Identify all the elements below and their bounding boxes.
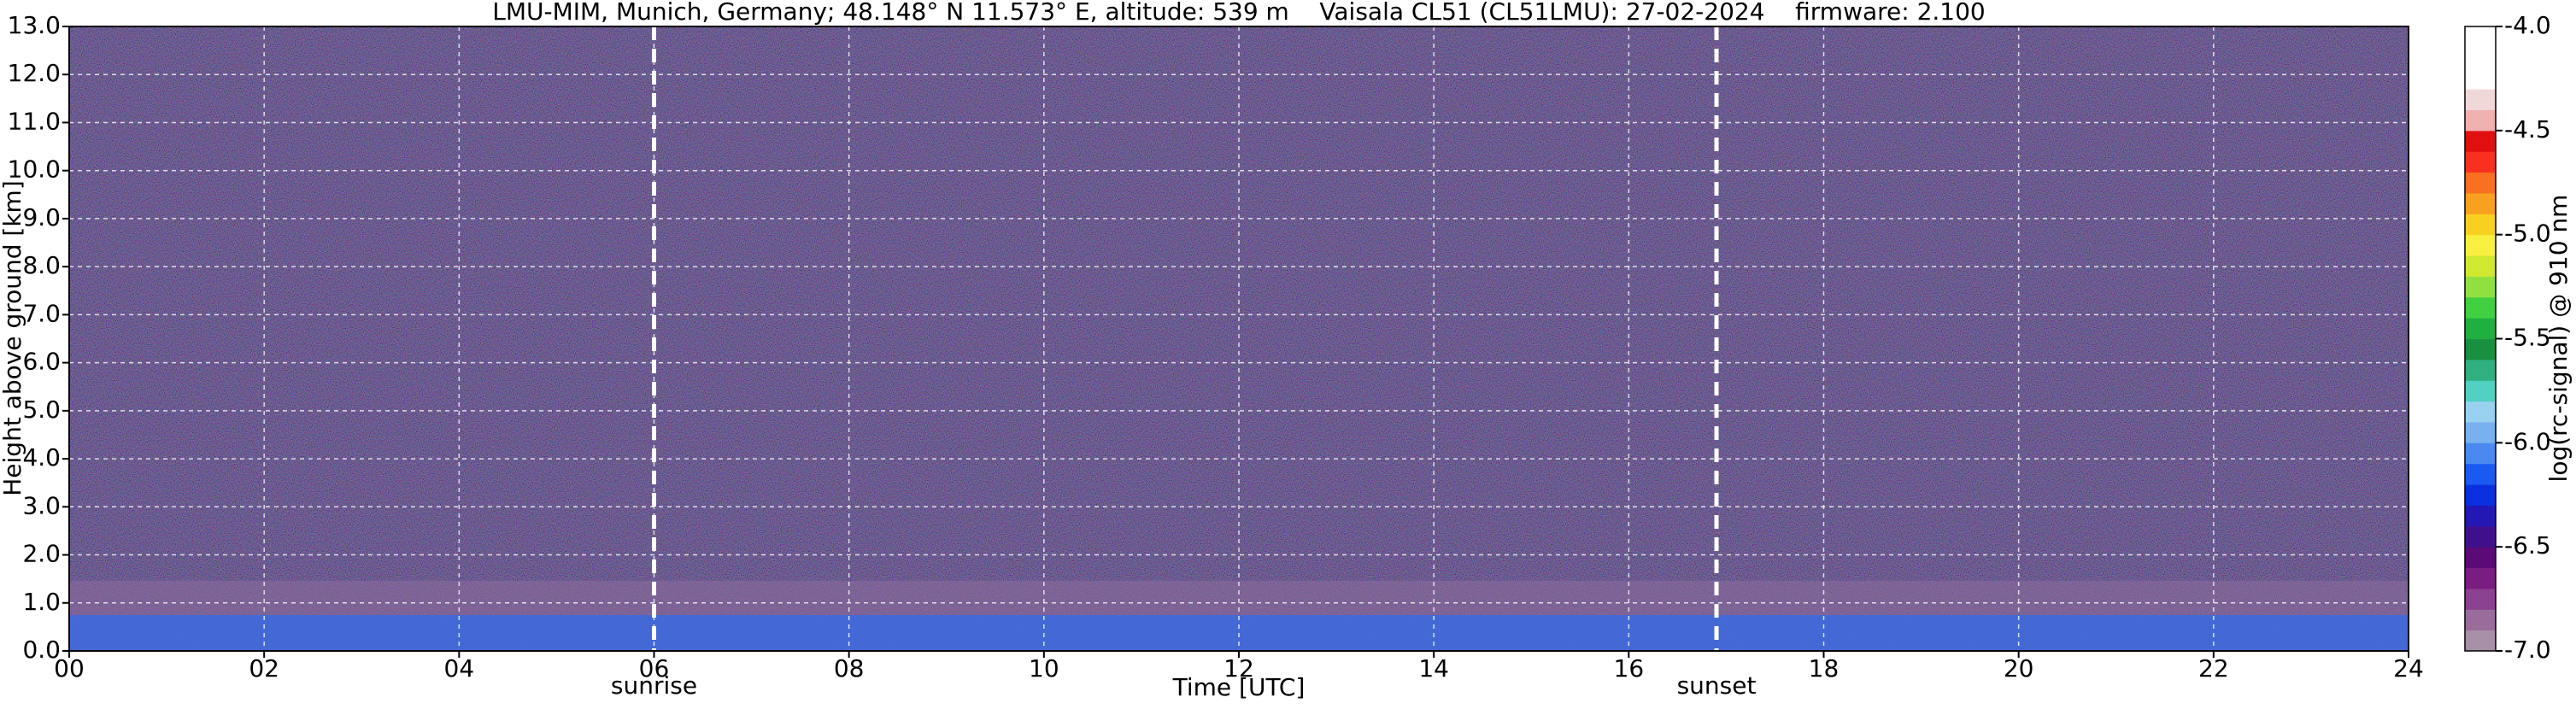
y-tick-label: 2.0 — [22, 540, 61, 568]
x-tick-label: 22 — [2198, 654, 2229, 683]
colorbar-title: log(rc-signal) @ 910 nm — [2544, 195, 2573, 483]
y-tick-label: 7.0 — [22, 299, 61, 327]
colorbar-swatch — [2465, 151, 2496, 173]
chart-title: LMU-MIM, Munich, Germany; 48.148° N 11.5… — [492, 0, 1986, 26]
y-tick-label: 1.0 — [22, 588, 61, 616]
colorbar-swatch — [2465, 338, 2496, 360]
colorbar-swatch — [2465, 89, 2496, 110]
y-tick-label: 13.0 — [8, 11, 61, 39]
colorbar-swatch — [2465, 421, 2496, 443]
colorbar-swatch — [2465, 463, 2496, 485]
colorbar-swatch — [2465, 484, 2496, 506]
x-tick-label: 12 — [1223, 654, 1254, 683]
y-tick-label: 11.0 — [8, 107, 61, 135]
y-tick-label: 4.0 — [22, 443, 61, 472]
colorbar-tick-label: -4.0 — [2504, 11, 2551, 39]
y-tick-label: 12.0 — [8, 59, 61, 87]
x-tick-label: 16 — [1614, 654, 1645, 683]
colorbar-swatch — [2465, 609, 2496, 631]
plot-frame — [68, 26, 2409, 652]
colorbar-swatch — [2465, 442, 2496, 465]
y-axis-title: Height above ground [km] — [0, 180, 26, 496]
x-tick-label: 20 — [2004, 654, 2034, 683]
y-tick-label: 8.0 — [22, 251, 61, 279]
colorbar-tick-label: -4.5 — [2504, 115, 2551, 144]
colorbar-swatch — [2465, 588, 2496, 610]
colorbar-swatch — [2465, 359, 2496, 381]
y-tick-label: 9.0 — [22, 203, 61, 231]
x-axis-title: Time [UTC] — [1172, 673, 1306, 701]
annotation-label: sunrise — [611, 671, 697, 700]
y-tick-label: 5.0 — [22, 396, 61, 424]
colorbar-swatch — [2465, 630, 2496, 652]
colorbar-swatch — [2465, 255, 2496, 277]
x-tick-label: 14 — [1418, 654, 1449, 683]
y-tick-label: 10.0 — [8, 155, 61, 184]
colorbar-swatch — [2465, 192, 2496, 214]
colorbar-swatch — [2465, 172, 2496, 194]
colorbar-swatch — [2465, 296, 2496, 319]
colorbar-tick-label: -7.0 — [2504, 636, 2551, 664]
x-tick-label: 04 — [444, 654, 475, 683]
colorbar-swatch — [2465, 401, 2496, 423]
x-tick-label: 06 — [639, 654, 670, 683]
colorbar-tick-label: -5.0 — [2504, 220, 2551, 248]
colorbar-swatch — [2465, 567, 2496, 589]
y-tick-label: 6.0 — [22, 348, 61, 376]
colorbar-swatch — [2465, 67, 2496, 90]
colorbar-swatch — [2465, 234, 2496, 256]
colorbar-swatch — [2465, 276, 2496, 298]
colorbar-frame — [2464, 26, 2497, 652]
colorbar-swatch — [2465, 26, 2496, 48]
x-tick-label: 24 — [2393, 654, 2424, 683]
colorbar-swatch — [2465, 214, 2496, 236]
x-tick-label: 18 — [1809, 654, 1840, 683]
x-tick-label: 02 — [249, 654, 279, 683]
colorbar-tick-label: -6.0 — [2504, 427, 2551, 455]
y-tick-label: 3.0 — [22, 491, 61, 519]
colorbar-swatch — [2465, 318, 2496, 339]
x-tick-label: 00 — [54, 654, 85, 683]
colorbar-swatch — [2465, 109, 2496, 132]
colorbar-swatch — [2465, 47, 2496, 69]
colorbar-swatch — [2465, 380, 2496, 402]
colorbar-tick-label: -5.5 — [2504, 324, 2551, 352]
colorbar-tick-label: -6.5 — [2504, 531, 2551, 560]
colorbar-swatch — [2465, 505, 2496, 527]
y-tick-label: 0.0 — [22, 636, 61, 664]
x-tick-label: 10 — [1029, 654, 1059, 683]
annotation-label: sunset — [1677, 671, 1757, 700]
colorbar-swatch — [2465, 525, 2496, 548]
colorbar-swatch — [2465, 130, 2496, 152]
x-tick-label: 08 — [834, 654, 865, 683]
colorbar-swatch — [2465, 547, 2496, 569]
